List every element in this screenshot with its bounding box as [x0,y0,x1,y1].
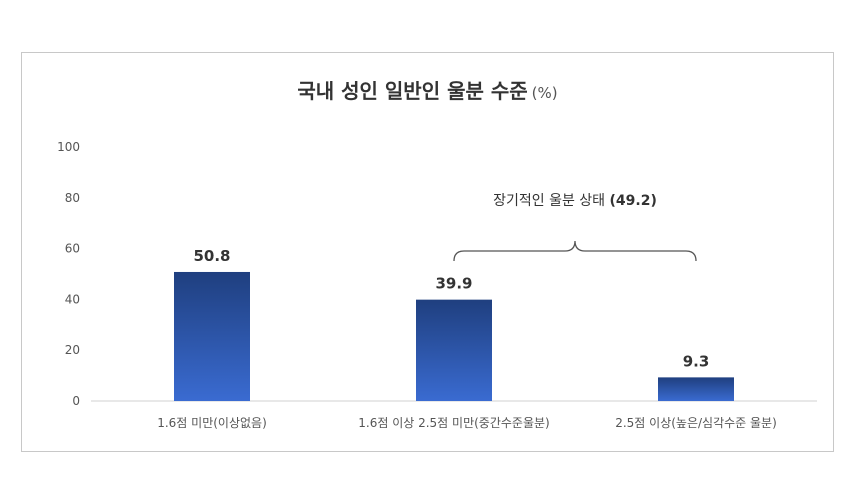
chart-title: 국내 성인 일반인 울분 수준 (%) [22,75,833,104]
annotation-label: 장기적인 울분 상태 (49.2) [493,193,657,209]
bar [658,377,734,401]
x-category-label: 1.6점 미만(이상없음) [157,416,267,430]
bar [174,271,250,401]
x-category-label: 2.5점 이상(높은/심각수준 울분) [615,416,777,430]
y-tick-label: 40 [65,292,80,306]
y-tick-label: 60 [65,242,80,256]
chart-unit: (%) [531,84,558,102]
chart-title-text: 국내 성인 일반인 울분 수준 [297,79,528,103]
bar [416,299,492,401]
bar-chart: 0 20 40 60 80 100 50.8 1.6점 미만(이상없음) 39.9 1.6점 이상… [57,140,817,430]
y-tick-label: 100 [57,140,80,154]
annotation-text: 장기적인 울분 상태 [493,193,609,209]
bar-value-label: 50.8 [193,247,230,265]
y-tick-label: 20 [65,343,80,357]
curly-bracket [453,240,697,262]
y-tick-label: 80 [65,191,80,205]
x-category-label: 1.6점 이상 2.5점 미만(중간수준울분) [358,416,549,430]
y-tick-label: 0 [72,394,80,408]
bar-value-label: 9.3 [683,352,710,370]
annotation-value: (49.2) [610,193,657,209]
bar-value-label: 39.9 [435,275,472,293]
chart-frame: 국내 성인 일반인 울분 수준 (%) 0 20 40 60 80 100 50.8 1.6점 … [21,52,834,452]
